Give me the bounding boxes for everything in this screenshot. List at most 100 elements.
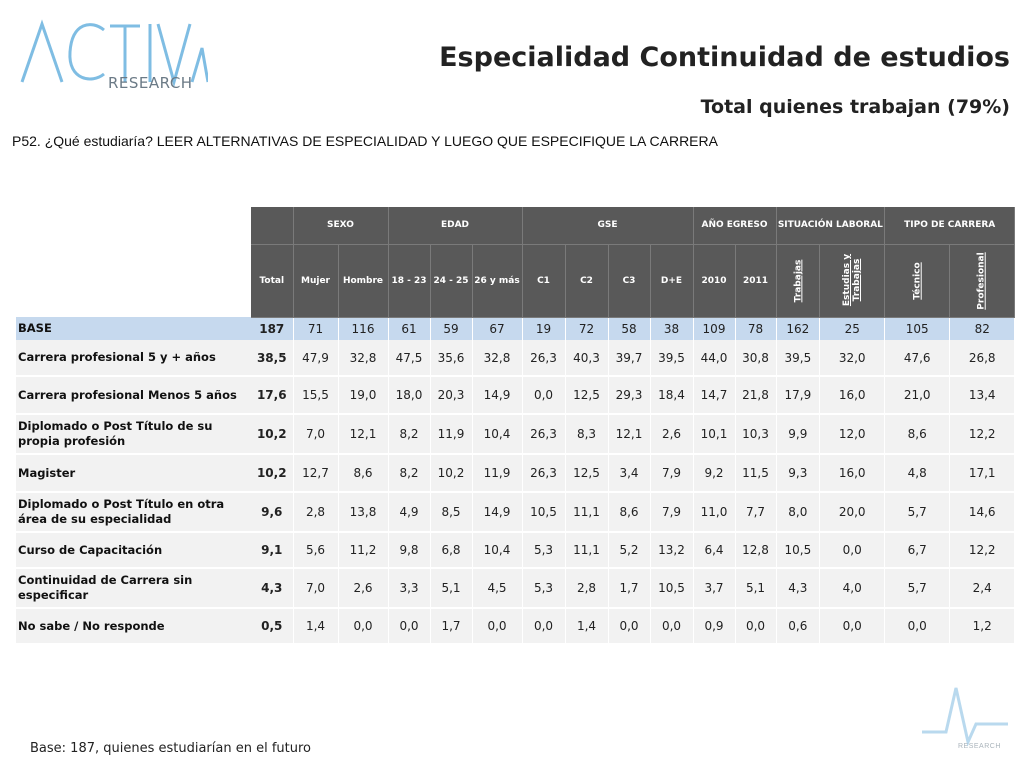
col-header-c1: C1	[522, 244, 566, 318]
row-label: Carrera profesional 5 y + años	[16, 340, 251, 377]
table-cell: 11,1	[565, 492, 609, 533]
table-cell: 12,8	[735, 532, 777, 569]
table-cell: 8,5	[430, 492, 473, 533]
table-cell: 8,2	[388, 454, 431, 493]
col-header-26-mas: 26 y más	[472, 244, 523, 318]
table-row: Carrera profesional 5 y + años 38,5 47,9 32…	[16, 340, 1016, 377]
base-cell: 78	[735, 317, 777, 340]
table-cell: 13,4	[949, 376, 1016, 415]
table-row: Magister 10,2 12,7 8,6 8,2 10,2 11,9 26,3 12,5 3,…	[16, 454, 1016, 493]
table-cell: 14,9	[472, 492, 523, 533]
table-cell: 26,3	[522, 340, 566, 377]
table-cell: 11,5	[735, 454, 777, 493]
table-cell: 44,0	[693, 340, 736, 377]
table-cell: 12,1	[338, 414, 389, 455]
table-cell: 10,5	[522, 492, 566, 533]
table-cell: 5,1	[735, 568, 777, 609]
table-cell: 12,5	[565, 376, 609, 415]
col-header-trabajas-label: Trabajas	[792, 259, 803, 302]
table-cell: 38,5	[251, 340, 294, 377]
table-cell: 47,6	[884, 340, 951, 377]
table-cell: 47,5	[388, 340, 431, 377]
base-cell: 109	[693, 317, 736, 340]
col-header-mujer: Mujer	[293, 244, 339, 318]
table-cell: 2,8	[565, 568, 609, 609]
row-label: Curso de Capacitación	[16, 532, 251, 569]
table-cell: 7,7	[735, 492, 777, 533]
table-cell: 0,0	[522, 608, 566, 645]
table-cell: 9,3	[776, 454, 821, 493]
table-cell: 10,3	[735, 414, 777, 455]
table-body: BASE 187 71 116 61 59 67 19 72 58 38 109…	[16, 317, 1016, 645]
table-row: Continuidad de Carrera sin especificar 4,…	[16, 568, 1016, 609]
group-header-gse: GSE	[522, 207, 694, 245]
group-header-edad: EDAD	[388, 207, 523, 245]
table-cell: 12,7	[293, 454, 339, 493]
base-cell: 72	[565, 317, 609, 340]
table-cell: 9,8	[388, 532, 431, 569]
col-header-2011: 2011	[735, 244, 777, 318]
table-cell: 8,2	[388, 414, 431, 455]
base-cell: 58	[608, 317, 651, 340]
table-cell: 32,8	[472, 340, 523, 377]
col-header-estudias-y-trabajas: Estudias y Trabajas	[819, 244, 886, 318]
table-cell: 5,2	[608, 532, 651, 569]
col-header-trabajas: Trabajas	[776, 244, 821, 318]
row-label: Carrera profesional Menos 5 años	[16, 376, 251, 415]
table-row: Diplomado o Post Título de su propia pro…	[16, 414, 1016, 455]
logo-research-text: RESEARCH	[108, 74, 193, 92]
col-header-hombre: Hombre	[338, 244, 389, 318]
table-cell: 17,6	[251, 376, 294, 415]
base-cell: 59	[430, 317, 473, 340]
table-cell: 32,8	[338, 340, 389, 377]
table-cell: 7,9	[650, 492, 694, 533]
table-cell: 12,1	[608, 414, 651, 455]
base-cell: 116	[338, 317, 389, 340]
base-cell: 61	[388, 317, 431, 340]
table-cell: 11,0	[693, 492, 736, 533]
table-row: No sabe / No responde 0,5 1,4 0,0 0,0 1,7 0,0 0…	[16, 608, 1016, 645]
table-cell: 12,5	[565, 454, 609, 493]
table-row: Diplomado o Post Título en otra área de …	[16, 492, 1016, 533]
table-cell: 1,4	[293, 608, 339, 645]
table-cell: 20,3	[430, 376, 473, 415]
table-cell: 11,9	[430, 414, 473, 455]
results-table: SEXO EDAD GSE AÑO EGRESO SITUACIÓN LABOR…	[16, 207, 1016, 645]
page-title: Especialidad Continuidad de estudios	[439, 42, 1010, 73]
table-cell: 11,1	[565, 532, 609, 569]
table-cell: 10,5	[650, 568, 694, 609]
table-cell: 0,0	[819, 608, 886, 645]
col-header-profesional: Profesional	[949, 244, 1016, 318]
table-cell: 2,6	[338, 568, 389, 609]
table-cell: 10,4	[472, 532, 523, 569]
table-cell: 4,3	[251, 568, 294, 609]
col-header-c2: C2	[565, 244, 609, 318]
table-cell: 17,9	[776, 376, 821, 415]
table-cell: 7,0	[293, 414, 339, 455]
row-label: Continuidad de Carrera sin especificar	[16, 568, 251, 609]
header-corner	[16, 207, 251, 244]
header-total-spacer	[251, 207, 294, 245]
table-row: Carrera profesional Menos 5 años 17,6 15,5…	[16, 376, 1016, 415]
table-cell: 30,8	[735, 340, 777, 377]
table-cell: 6,7	[884, 532, 951, 569]
row-label: Diplomado o Post Título en otra área de …	[16, 492, 251, 533]
table-cell: 2,8	[293, 492, 339, 533]
table-cell: 17,1	[949, 454, 1016, 493]
table-cell: 0,5	[251, 608, 294, 645]
table-cell: 0,0	[819, 532, 886, 569]
table-cell: 8,0	[776, 492, 821, 533]
row-label: No sabe / No responde	[16, 608, 251, 645]
base-cell: 38	[650, 317, 694, 340]
table-cell: 0,0	[472, 608, 523, 645]
table-cell: 0,0	[388, 608, 431, 645]
table-cell: 6,8	[430, 532, 473, 569]
col-header-total: Total	[251, 244, 294, 318]
col-header-18-23: 18 - 23	[388, 244, 431, 318]
table-cell: 2,4	[949, 568, 1016, 609]
table-cell: 5,3	[522, 532, 566, 569]
table-cell: 0,0	[522, 376, 566, 415]
table-cell: 47,9	[293, 340, 339, 377]
col-header-c3: C3	[608, 244, 651, 318]
table-cell: 10,5	[776, 532, 821, 569]
